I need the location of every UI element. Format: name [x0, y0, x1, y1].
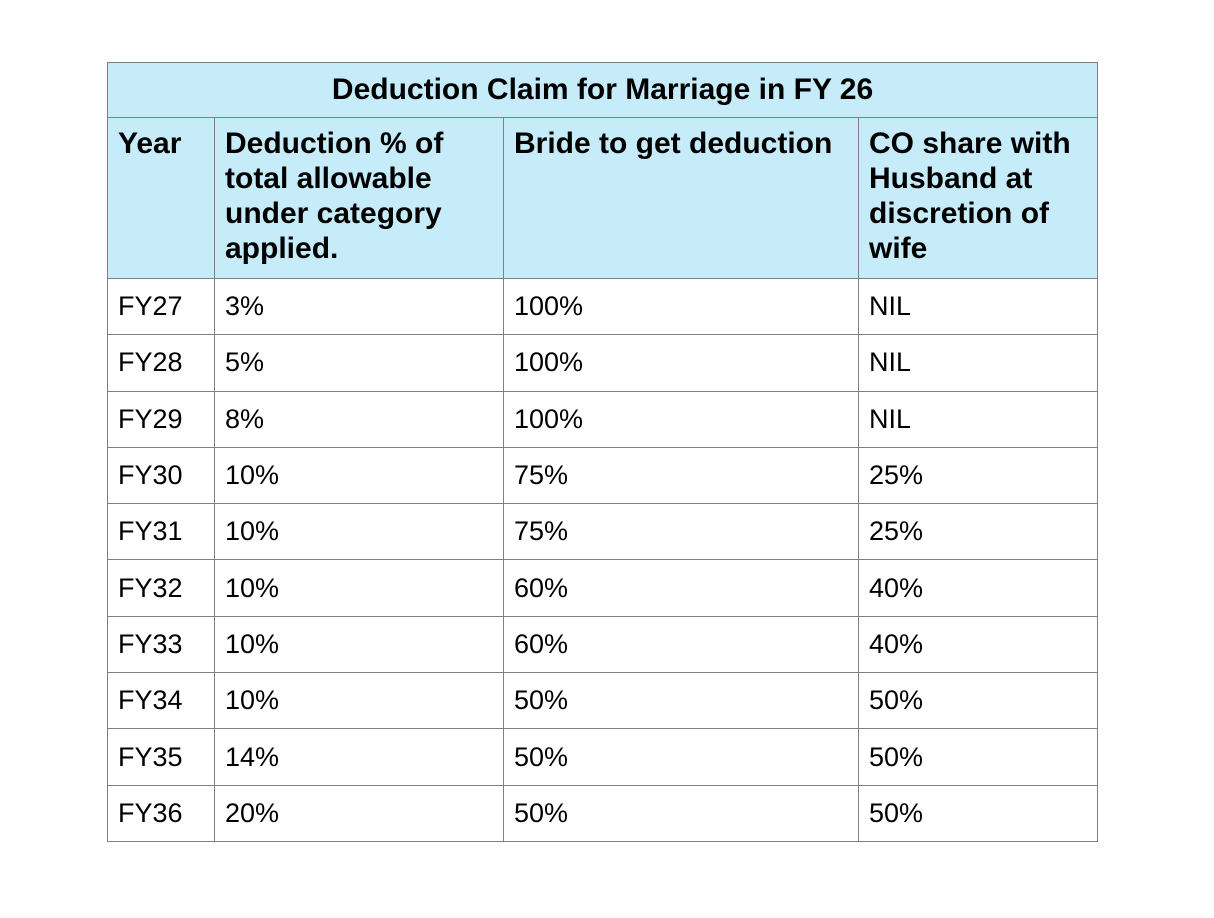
cell-deduction-pct: 8%	[214, 390, 504, 448]
cell-year: FY29	[107, 390, 215, 448]
table-title: Deduction Claim for Marriage in FY 26	[106, 62, 1099, 118]
cell-co-share: 40%	[857, 615, 1099, 674]
cell-deduction-pct: 10%	[214, 672, 504, 730]
table-row: FY34 10% 50% 50%	[107, 672, 1099, 730]
cell-bride-deduction: 50%	[503, 672, 859, 730]
cell-deduction-pct: 5%	[214, 334, 504, 392]
table-row: FY35 14% 50% 50%	[107, 728, 1099, 786]
table-row: FY30 10% 75% 25%	[107, 446, 1099, 505]
cell-deduction-pct: 10%	[214, 503, 504, 561]
cell-bride-deduction: 100%	[503, 277, 859, 336]
table-row: FY33 10% 60% 40%	[107, 615, 1099, 674]
table-row: FY32 10% 60% 40%	[107, 559, 1099, 617]
cell-co-share: 50%	[857, 784, 1099, 842]
cell-deduction-pct: 3%	[214, 277, 504, 336]
table-row: FY29 8% 100% NIL	[107, 390, 1099, 448]
cell-bride-deduction: 75%	[503, 503, 859, 561]
cell-bride-deduction: 50%	[503, 728, 859, 786]
cell-year: FY33	[107, 615, 215, 674]
cell-deduction-pct: 14%	[214, 728, 504, 786]
table-row: FY27 3% 100% NIL	[107, 277, 1099, 336]
cell-year: FY35	[107, 728, 215, 786]
cell-co-share: 25%	[857, 446, 1099, 505]
cell-bride-deduction: 60%	[503, 615, 859, 674]
cell-year: FY28	[107, 334, 215, 392]
cell-deduction-pct: 10%	[214, 559, 504, 617]
column-header-bride-deduction: Bride to get deduction	[503, 117, 859, 279]
cell-year: FY30	[107, 446, 215, 505]
cell-deduction-pct: 10%	[214, 615, 504, 674]
cell-year: FY32	[107, 559, 215, 617]
cell-bride-deduction: 100%	[503, 390, 859, 448]
cell-year: FY31	[107, 503, 215, 561]
table-row: FY36 20% 50% 50%	[107, 784, 1099, 842]
cell-bride-deduction: 50%	[503, 784, 859, 842]
table-row: FY28 5% 100% NIL	[107, 334, 1099, 392]
column-header-deduction-pct: Deduction % of total allowable under cat…	[214, 117, 504, 279]
cell-bride-deduction: 60%	[503, 559, 859, 617]
column-header-co-share: CO share with Husband at discretion of w…	[857, 117, 1099, 279]
cell-year: FY36	[107, 784, 215, 842]
table-title-row: Deduction Claim for Marriage in FY 26	[106, 62, 1099, 118]
cell-bride-deduction: 100%	[503, 334, 859, 392]
table-header-row: Year Deduction % of total allowable unde…	[107, 117, 1099, 279]
cell-year: FY27	[107, 277, 215, 336]
cell-co-share: 40%	[857, 559, 1099, 617]
column-header-year: Year	[107, 117, 215, 279]
cell-year: FY34	[107, 672, 215, 730]
cell-co-share: 25%	[857, 503, 1099, 561]
cell-co-share: NIL	[857, 334, 1099, 392]
cell-co-share: 50%	[857, 672, 1099, 730]
deduction-table: Deduction Claim for Marriage in FY 26 Ye…	[106, 62, 1099, 842]
cell-co-share: 50%	[857, 728, 1099, 786]
cell-co-share: NIL	[857, 390, 1099, 448]
table-row: FY31 10% 75% 25%	[107, 503, 1099, 561]
cell-co-share: NIL	[857, 277, 1099, 336]
cell-deduction-pct: 10%	[214, 446, 504, 505]
cell-bride-deduction: 75%	[503, 446, 859, 505]
cell-deduction-pct: 20%	[214, 784, 504, 842]
